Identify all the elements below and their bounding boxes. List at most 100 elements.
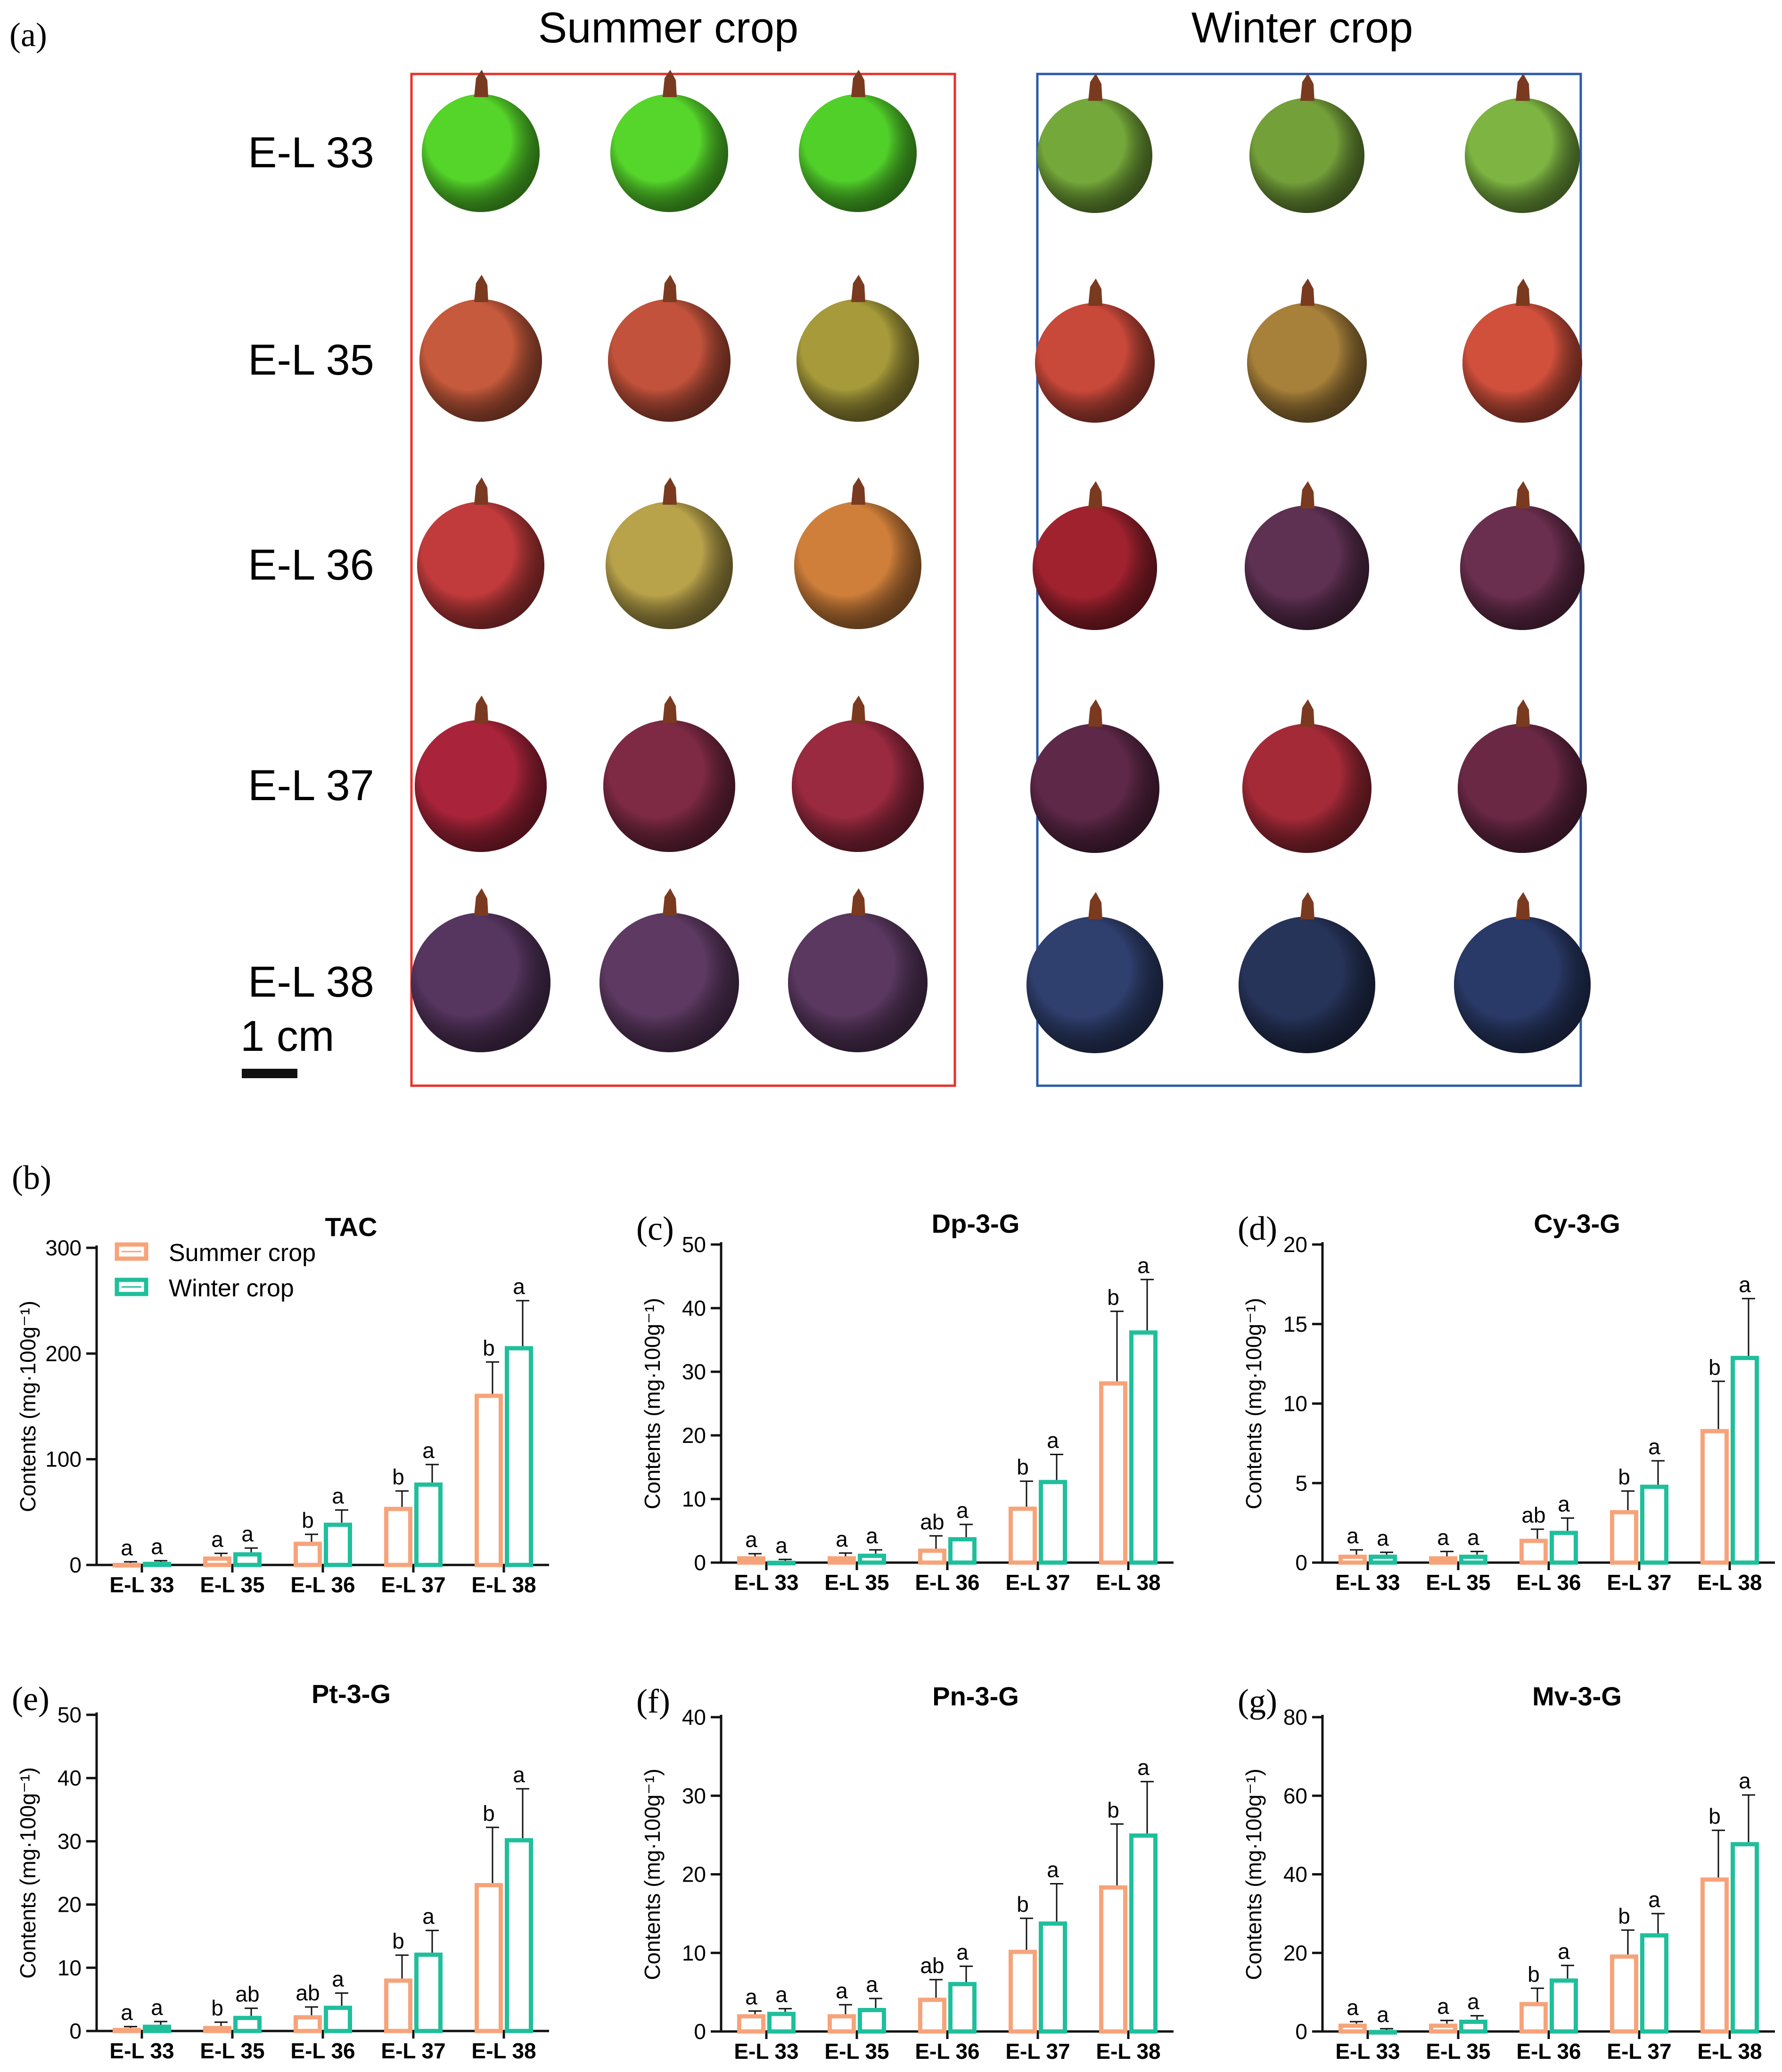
winter-berry: [1239, 892, 1375, 1053]
significance-letter: b: [392, 1465, 404, 1489]
panel-label: (d): [1238, 1210, 1277, 1247]
x-tick-label: E-L 38: [1697, 1570, 1762, 1595]
significance-letter: a: [1437, 1525, 1449, 1549]
significance-letter: a: [745, 1527, 757, 1552]
y-tick-label: 60: [1283, 1784, 1307, 1808]
chart-pn-3-g: (f) Pn-3-G Contents (mg·100g⁻¹) 0 10 20 30 40 E-…: [636, 1681, 1174, 2064]
x-tick-label: E-L 33: [109, 2039, 174, 2063]
summer-bar: [1099, 1885, 1127, 2034]
winter-bar: [948, 1537, 977, 1565]
summer-bar: [1429, 1556, 1457, 1565]
summer-bar: [113, 2028, 141, 2033]
significance-letter: a: [121, 1535, 133, 1560]
chart-title: Pn-3-G: [932, 1681, 1019, 1711]
berry-pedicel: [474, 477, 488, 505]
legend-label-winter: Winter crop: [169, 1275, 294, 1302]
x-tick-label: E-L 33: [1335, 1570, 1400, 1595]
summer-bar: [294, 1541, 322, 1567]
significance-letter: a: [1739, 1769, 1751, 1793]
winter-bar: [1459, 1555, 1487, 1565]
berry-pedicel: [663, 696, 677, 723]
winter-bar: [1459, 2019, 1487, 2034]
panel-label-a: (a): [9, 16, 47, 54]
chart-legend: Summer crop Winter crop: [115, 1239, 316, 1302]
y-tick-label: 20: [682, 1862, 706, 1887]
berry-pedicel: [1516, 74, 1530, 101]
winter-bar: [858, 2007, 886, 2034]
y-axis-label: Contents (mg·100g⁻¹): [640, 1769, 665, 1980]
summer-bar: [1009, 1507, 1037, 1565]
berry-pedicel: [851, 477, 865, 505]
y-tick-label: 30: [682, 1359, 706, 1384]
x-tick-label: E-L 36: [915, 1570, 979, 1595]
significance-letter: a: [121, 2000, 133, 2025]
summer-berry: [417, 477, 544, 629]
x-tick-label: E-L 36: [1516, 2039, 1581, 2064]
significance-letter: a: [332, 1483, 344, 1508]
chart-dp-3-g: (c) Dp-3-G Contents (mg·100g⁻¹) 0 10 20 30 40 50…: [636, 1209, 1174, 1595]
winter-bar: [1369, 1555, 1397, 1565]
y-tick-label: 10: [682, 1487, 706, 1511]
x-tick-label: E-L 35: [200, 2039, 264, 2063]
chart-title: Pt-3-G: [312, 1679, 391, 1709]
y-axis-label: Contents (mg·100g⁻¹): [640, 1298, 665, 1509]
berry-pedicel: [1300, 278, 1314, 306]
significance-letter: a: [513, 1274, 525, 1299]
summer-bar: [475, 1883, 503, 2033]
summer-bar: [737, 1556, 765, 1565]
significance-letter: b: [1527, 1962, 1540, 1986]
winter-berry: [1249, 74, 1364, 213]
y-tick-label: 30: [682, 1784, 706, 1808]
significance-letter: a: [151, 1534, 163, 1559]
significance-letter: a: [956, 1498, 969, 1523]
winter-bar: [1731, 1842, 1759, 2034]
summer-bar: [737, 2014, 765, 2034]
summer-bar: [1429, 2023, 1457, 2034]
x-tick-label: E-L 36: [290, 1572, 355, 1597]
x-tick-label: E-L 35: [200, 1572, 264, 1597]
x-tick-label: E-L 33: [1335, 2039, 1400, 2064]
winter-bar: [505, 1838, 533, 2033]
berry-pedicel: [663, 70, 677, 97]
berry-pedicel: [663, 477, 677, 505]
winter-bar: [1640, 1933, 1668, 2034]
winter-berry: [1033, 481, 1157, 630]
summer-berry: [792, 696, 924, 852]
winter-berry: [1247, 278, 1367, 423]
significance-letter: b: [392, 1929, 404, 1953]
significance-letter: a: [151, 1995, 163, 2020]
winter-bar: [324, 1523, 352, 1567]
x-tick-label: E-L 38: [1096, 1570, 1160, 1595]
winter-bar: [1731, 1356, 1759, 1565]
berry-pedicel: [474, 70, 488, 97]
winter-bar: [1039, 1480, 1067, 1565]
significance-letter: a: [1347, 1995, 1359, 2020]
berry-pedicel: [851, 888, 865, 916]
summer-berry: [794, 477, 921, 629]
x-tick-label: E-L 38: [1096, 2039, 1160, 2064]
winter-crop-title: Winter crop: [1191, 4, 1413, 52]
summer-berry: [415, 696, 547, 852]
y-tick-label: 0: [1295, 2019, 1307, 2044]
berry-pedicel: [1088, 699, 1102, 727]
panel-label: (f): [636, 1682, 670, 1720]
y-tick-label: 0: [694, 1550, 706, 1575]
stage-label: E-L 37: [248, 762, 374, 810]
winter-berry: [1030, 699, 1159, 853]
panel-label: (e): [12, 1680, 49, 1718]
y-tick-label: 40: [682, 1705, 706, 1729]
stage-label: E-L 36: [248, 541, 374, 589]
winter-bar: [324, 2006, 352, 2033]
summer-berry: [599, 888, 739, 1052]
significance-letter: b: [1017, 1455, 1029, 1479]
berry-pedicel: [1300, 699, 1314, 727]
winter-berry: [1037, 74, 1152, 213]
significance-letter: a: [1648, 1434, 1660, 1459]
x-tick-label: E-L 33: [734, 2039, 798, 2064]
berry-pedicel: [1516, 699, 1530, 727]
y-tick-label: 10: [1283, 1392, 1307, 1416]
scale-bar-label: 1 cm: [240, 1012, 334, 1060]
summer-crop-box: [410, 73, 956, 1087]
x-tick-label: E-L 33: [109, 1572, 174, 1597]
